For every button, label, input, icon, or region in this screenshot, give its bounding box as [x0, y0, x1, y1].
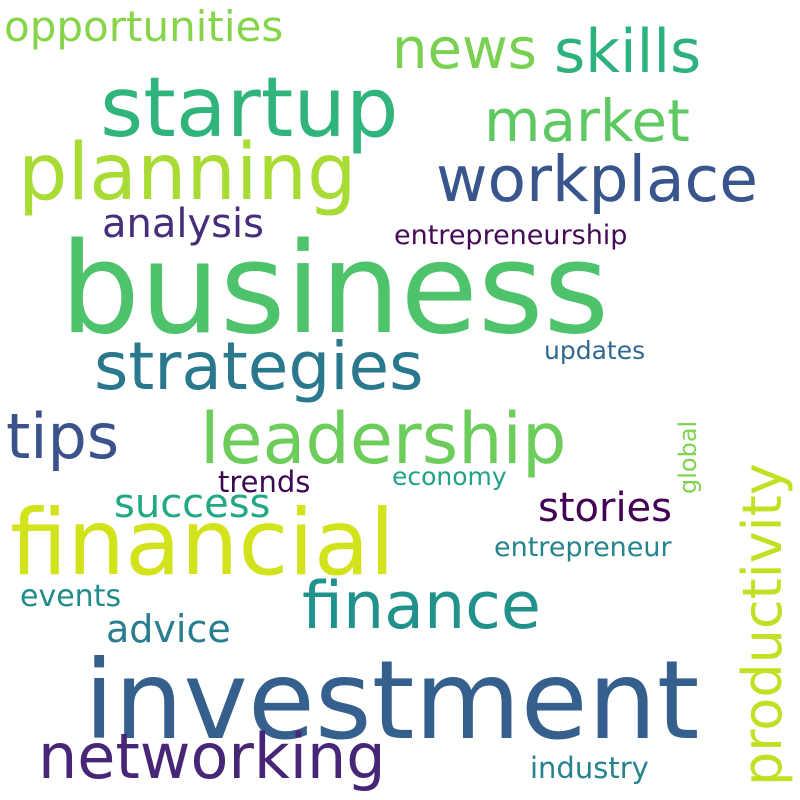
- word-startup: startup: [100, 59, 399, 156]
- word-strategies: strategies: [94, 328, 424, 405]
- word-skills: skills: [554, 17, 702, 87]
- word-entrepreneurship: entrepreneurship: [394, 220, 628, 251]
- word-workplace: workplace: [436, 143, 758, 216]
- word-opportunities: opportunities: [4, 2, 284, 51]
- word-success: success: [114, 481, 271, 527]
- word-productivity: productivity: [731, 463, 794, 786]
- word-entrepreneur: entrepreneur: [494, 532, 672, 563]
- word-global: global: [674, 420, 702, 494]
- word-tips: tips: [6, 400, 120, 473]
- word-business: business: [60, 215, 610, 362]
- word-updates: updates: [544, 336, 646, 365]
- word-stories: stories: [538, 485, 673, 531]
- word-planning: planning: [18, 128, 357, 218]
- word-networking: networking: [38, 720, 386, 793]
- word-finance: finance: [302, 569, 541, 644]
- word-market: market: [484, 87, 690, 155]
- word-advice: advice: [106, 607, 231, 651]
- word-news: news: [392, 17, 537, 82]
- word-economy: economy: [392, 462, 507, 491]
- word-financial: financial: [10, 491, 395, 596]
- word-industry: industry: [530, 751, 649, 785]
- word-investment: investment: [84, 637, 700, 764]
- word-trends: trends: [218, 465, 311, 499]
- word-leadership: leadership: [200, 398, 567, 480]
- word-analysis: analysis: [102, 201, 264, 247]
- word-events: events: [20, 579, 122, 614]
